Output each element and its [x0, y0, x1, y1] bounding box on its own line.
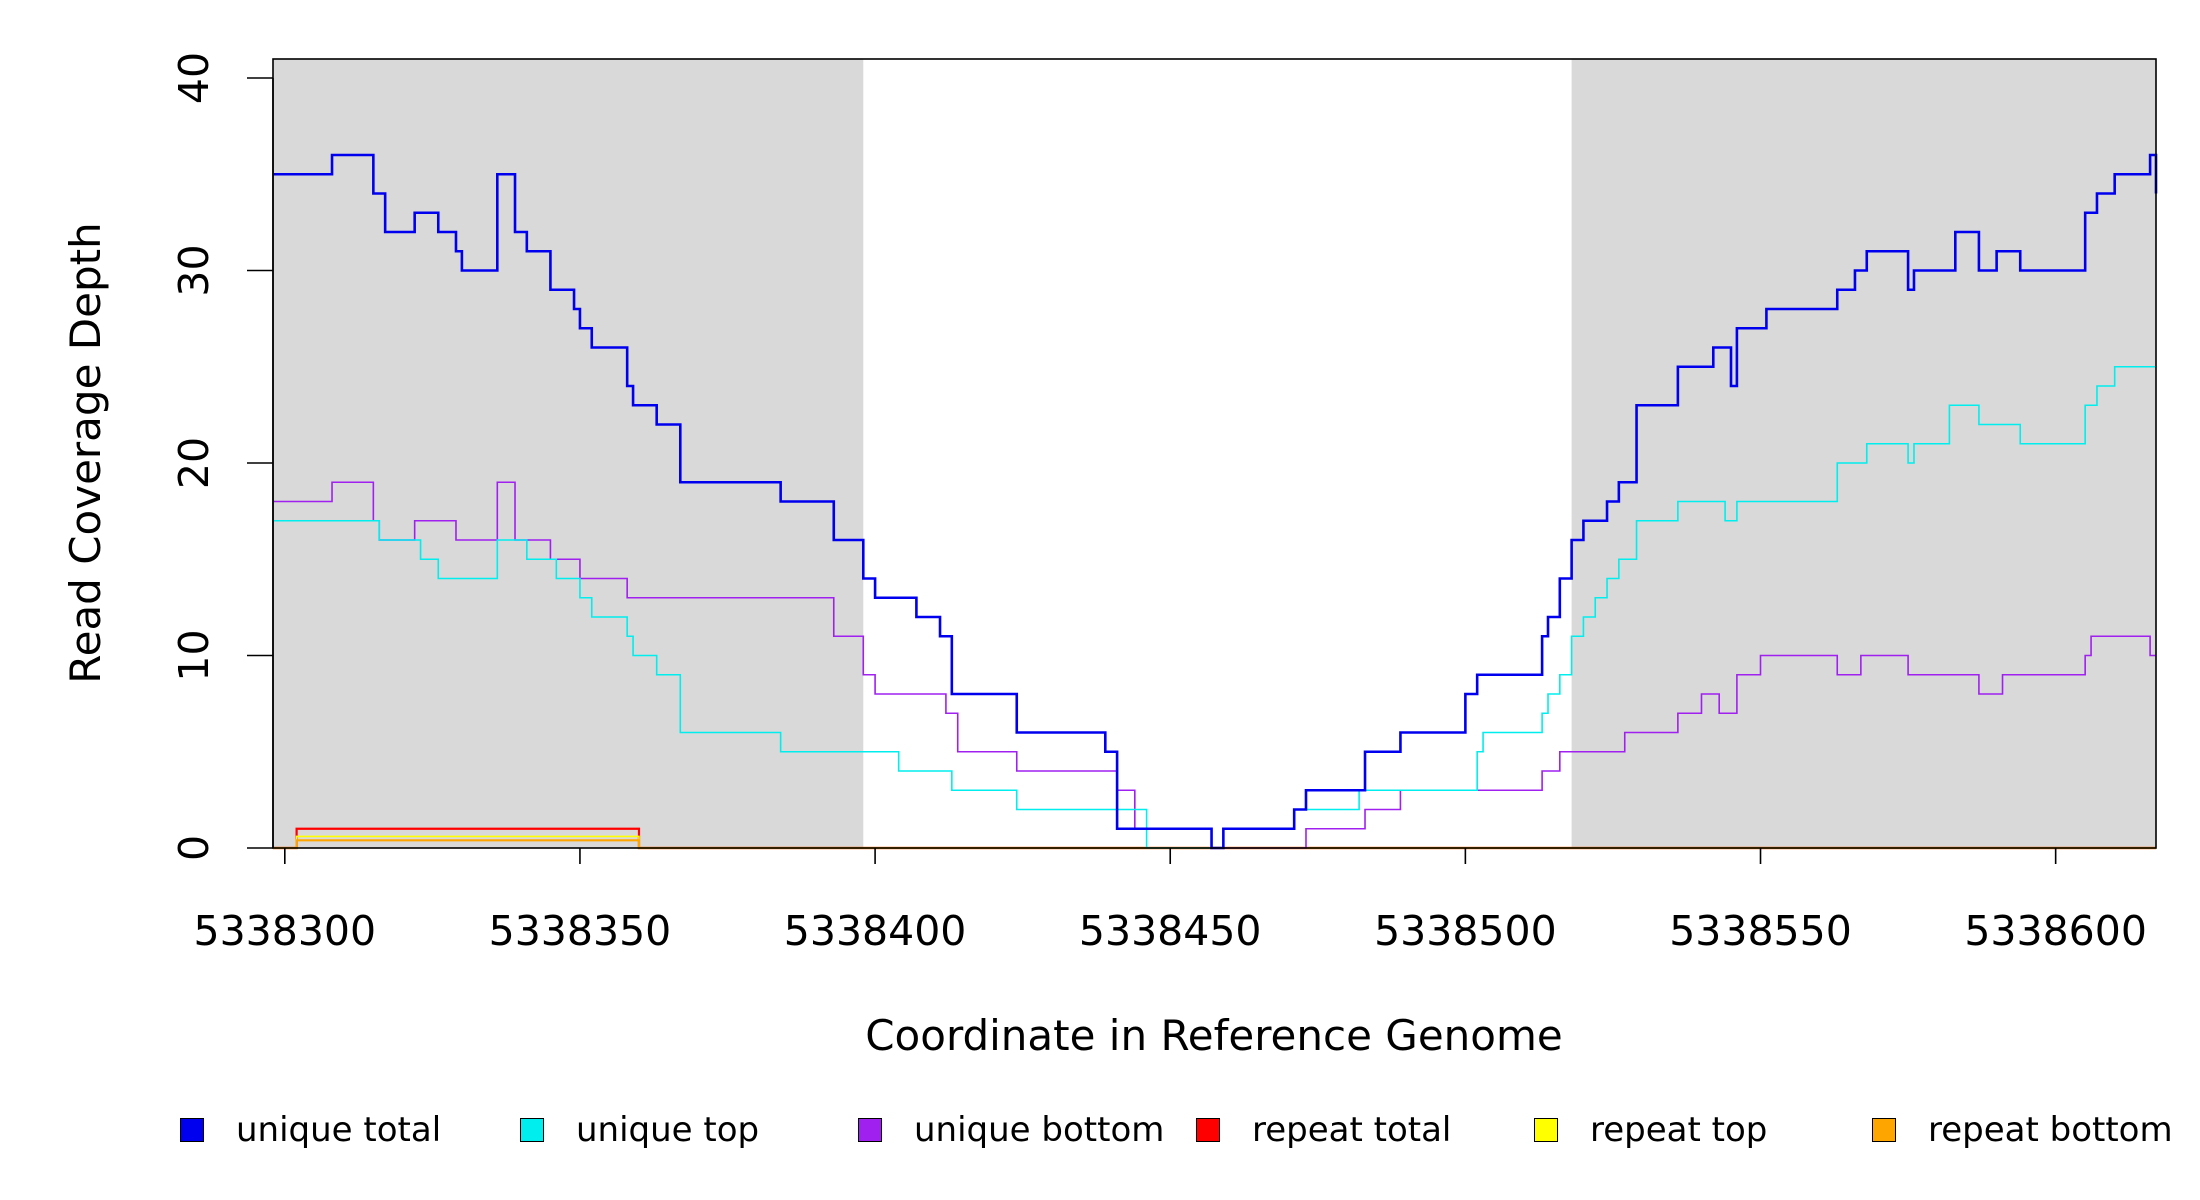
y-tick-label: 20 — [170, 437, 218, 489]
x-tick-label: 5338300 — [194, 907, 377, 955]
x-tick-label: 5338450 — [1079, 907, 1262, 955]
shaded-regions — [273, 59, 2156, 848]
legend-item-unique-bottom: unique bottom — [858, 1110, 1164, 1150]
legend-item-repeat-bottom: repeat bottom — [1872, 1110, 2173, 1150]
legend-swatch-repeat-top — [1534, 1118, 1558, 1142]
legend-label: unique top — [576, 1110, 760, 1150]
y-tick-label: 0 — [170, 835, 218, 861]
legend-swatch-unique-total — [180, 1118, 204, 1142]
legend-label: unique bottom — [914, 1110, 1165, 1150]
series-line-unique-top — [273, 365, 2156, 849]
legend-swatch-unique-top — [520, 1118, 544, 1142]
shaded-region-2 — [1571, 59, 2156, 848]
y-axis-label: Read Coverage Depth — [61, 222, 110, 683]
x-tick-label: 5338400 — [784, 907, 967, 955]
legend-label: repeat bottom — [1928, 1110, 2173, 1150]
y-axis: 0 10 20 30 40 — [170, 52, 274, 861]
y-tick-label: 30 — [170, 244, 218, 296]
x-tick-label: 5338600 — [1964, 907, 2147, 955]
x-axis: 5338300 5338350 5338400 5338450 5338500 53385… — [194, 848, 2147, 955]
legend-item-repeat-top: repeat top — [1534, 1110, 1767, 1150]
legend-item-unique-top: unique top — [520, 1110, 759, 1150]
legend-swatch-repeat-total — [1196, 1118, 1220, 1142]
x-axis-label: Coordinate in Reference Genome — [865, 1011, 1563, 1060]
x-tick-label: 5338350 — [489, 907, 672, 955]
legend-item-repeat-total: repeat total — [1196, 1110, 1451, 1150]
x-tick-label: 5338550 — [1669, 907, 1852, 955]
legend-swatch-repeat-bottom — [1872, 1118, 1896, 1142]
legend-label: repeat top — [1590, 1110, 1768, 1150]
legend-label: repeat total — [1252, 1110, 1452, 1150]
series-line-unique-total — [273, 153, 2158, 850]
legend: unique total unique top unique bottom re… — [0, 1110, 2200, 1170]
legend-swatch-unique-bottom — [858, 1118, 882, 1142]
y-tick-label: 10 — [170, 629, 218, 681]
x-tick-label: 5338500 — [1374, 907, 1557, 955]
y-tick-label: 40 — [170, 52, 218, 104]
legend-label: unique total — [236, 1110, 442, 1150]
legend-item-unique-total: unique total — [180, 1110, 441, 1150]
shaded-region-1 — [273, 59, 864, 848]
